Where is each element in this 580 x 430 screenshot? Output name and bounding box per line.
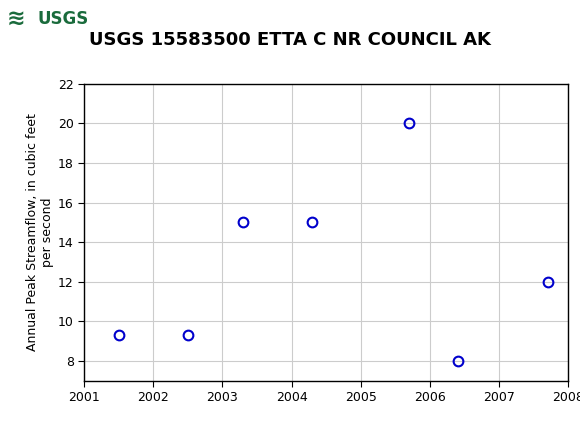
Text: USGS 15583500 ETTA C NR COUNCIL AK: USGS 15583500 ETTA C NR COUNCIL AK: [89, 31, 491, 49]
Text: USGS: USGS: [38, 10, 89, 28]
Y-axis label: Annual Peak Streamflow, in cubic feet
per second: Annual Peak Streamflow, in cubic feet pe…: [26, 113, 53, 351]
Bar: [3, 3, 107, 37]
Text: ≋: ≋: [7, 9, 26, 29]
